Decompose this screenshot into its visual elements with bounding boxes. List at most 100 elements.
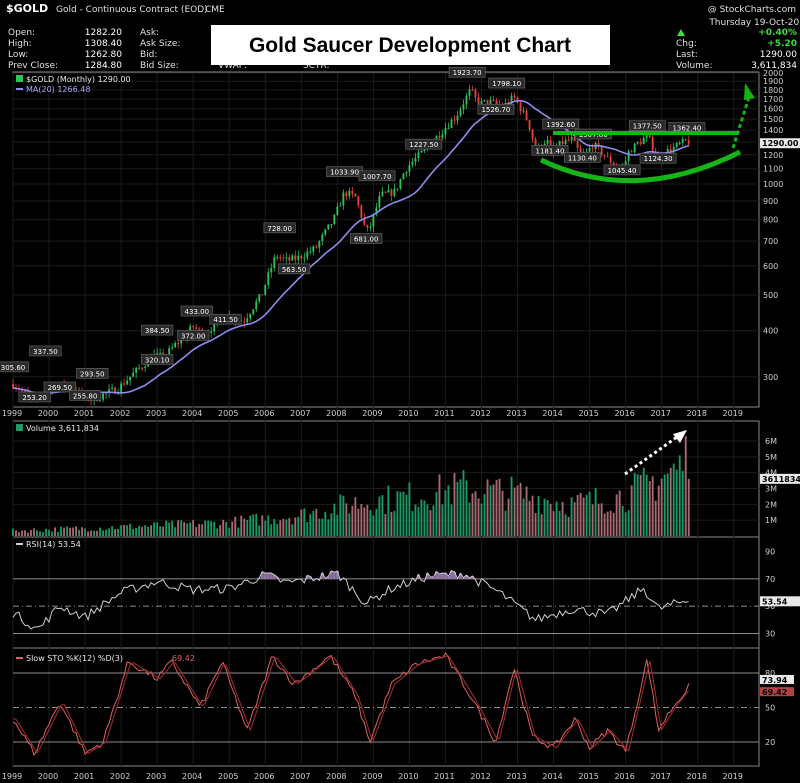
candle-body [144, 366, 147, 368]
sto-tick-label: 80 [765, 669, 775, 678]
candle-body [633, 143, 636, 153]
volume-bar [507, 498, 510, 536]
candle-body [477, 97, 480, 107]
volume-bar [111, 526, 114, 536]
volume-bar [378, 496, 381, 536]
volume-bar [117, 528, 120, 536]
candle-body [123, 383, 126, 385]
year-label: 2014 [542, 409, 562, 418]
year-label-bottom: 2003 [146, 772, 166, 781]
volume-bar [45, 528, 47, 536]
volume-bar [198, 523, 201, 536]
candle-body [345, 192, 348, 197]
volume-bar [60, 526, 62, 536]
candle-body [102, 393, 105, 400]
candle-body [513, 95, 516, 98]
copyright: @ StockCharts.com [708, 5, 796, 15]
volume-bar [588, 491, 591, 536]
price-annotation-label: 1181.40 [535, 147, 564, 155]
quote-value: +5.20 [767, 39, 797, 49]
candle-body [351, 190, 354, 194]
price-annotation-label: 433.00 [185, 308, 210, 316]
sto-k-line [12, 652, 690, 757]
price-annotation: 1392.60 [542, 118, 580, 130]
volume-bar [153, 522, 156, 536]
volume-bar [423, 500, 426, 536]
volume-bar [393, 510, 396, 536]
volume-bar [483, 493, 486, 536]
volume-bar [396, 491, 399, 536]
volume-bar [435, 492, 438, 536]
volume-bar [84, 528, 87, 536]
candle-body [318, 241, 321, 248]
candle-body [24, 390, 26, 392]
candle-body [447, 127, 450, 129]
sto-last-pill [760, 687, 794, 697]
candle-body [126, 380, 129, 385]
candle-body [108, 389, 111, 393]
volume-bar [144, 525, 147, 536]
price-tick-label: 800 [763, 216, 778, 225]
volume-bar [300, 509, 303, 536]
candle-body [645, 133, 648, 138]
quote-label: Prev Close: [8, 61, 58, 71]
candle-body [330, 224, 333, 226]
candle-body [468, 89, 471, 96]
candle-body [132, 372, 135, 377]
candle-body [120, 383, 123, 393]
volume-bar [450, 504, 453, 536]
sto-last-label: 69.42 [762, 688, 787, 697]
rsi-line [12, 569, 689, 630]
candle-body [510, 95, 513, 104]
volume-bar [489, 485, 492, 536]
quote-label: Ask Size: [140, 39, 180, 49]
candle-body [138, 367, 141, 369]
volume-bar [261, 515, 264, 536]
rsi-tick-label: 90 [765, 548, 775, 557]
description: Gold - Continuous Contract (EOD) [56, 5, 208, 15]
candle-body [195, 327, 198, 329]
year-label-bottom: 2018 [687, 772, 707, 781]
volume-bar [681, 470, 684, 536]
sto-d-line [12, 655, 690, 755]
candle-body [576, 141, 579, 149]
volume-bar [606, 511, 609, 536]
volume-bar [519, 482, 522, 536]
volume-bar [246, 519, 249, 536]
candle-body [210, 331, 213, 333]
volume-bar [492, 484, 495, 536]
volume-bar [510, 476, 513, 536]
price-annotation-label: 1045.40 [608, 167, 637, 175]
price-annotation-label: 1377.50 [633, 123, 662, 131]
volume-bar [48, 529, 50, 536]
price-tick-label: 300 [763, 373, 778, 382]
candle-body [564, 139, 567, 145]
volume-bar [339, 494, 342, 536]
candle-body [417, 152, 420, 159]
price-tick-label: 1700 [763, 95, 783, 104]
sto-legend-value: 69.42 [172, 654, 195, 663]
volume-bar [579, 492, 582, 536]
volume-bar [171, 520, 174, 536]
volume-bar [189, 522, 192, 536]
candle-body [672, 146, 675, 153]
candle-body [456, 115, 459, 121]
year-label-bottom: 2012 [470, 772, 490, 781]
candle-body [675, 142, 678, 147]
candle-body [627, 151, 630, 161]
sto-tick-label: 20 [765, 738, 775, 747]
volume-bar [273, 519, 276, 536]
volume-bar [147, 526, 150, 536]
last-price-label: 1290.00 [762, 139, 799, 148]
candle-body [435, 135, 438, 142]
volume-bar [39, 531, 41, 536]
candle-body [561, 140, 564, 145]
volume-bar [204, 520, 207, 536]
quote-value: 1290.00 [760, 50, 797, 60]
year-label: 2006 [254, 409, 274, 418]
candle-body [411, 161, 414, 166]
volume-bar [621, 505, 624, 536]
price-annotation: 384.50 [141, 324, 174, 336]
volume-bar [411, 511, 414, 536]
price-annotation-label: 1007.70 [363, 173, 392, 181]
